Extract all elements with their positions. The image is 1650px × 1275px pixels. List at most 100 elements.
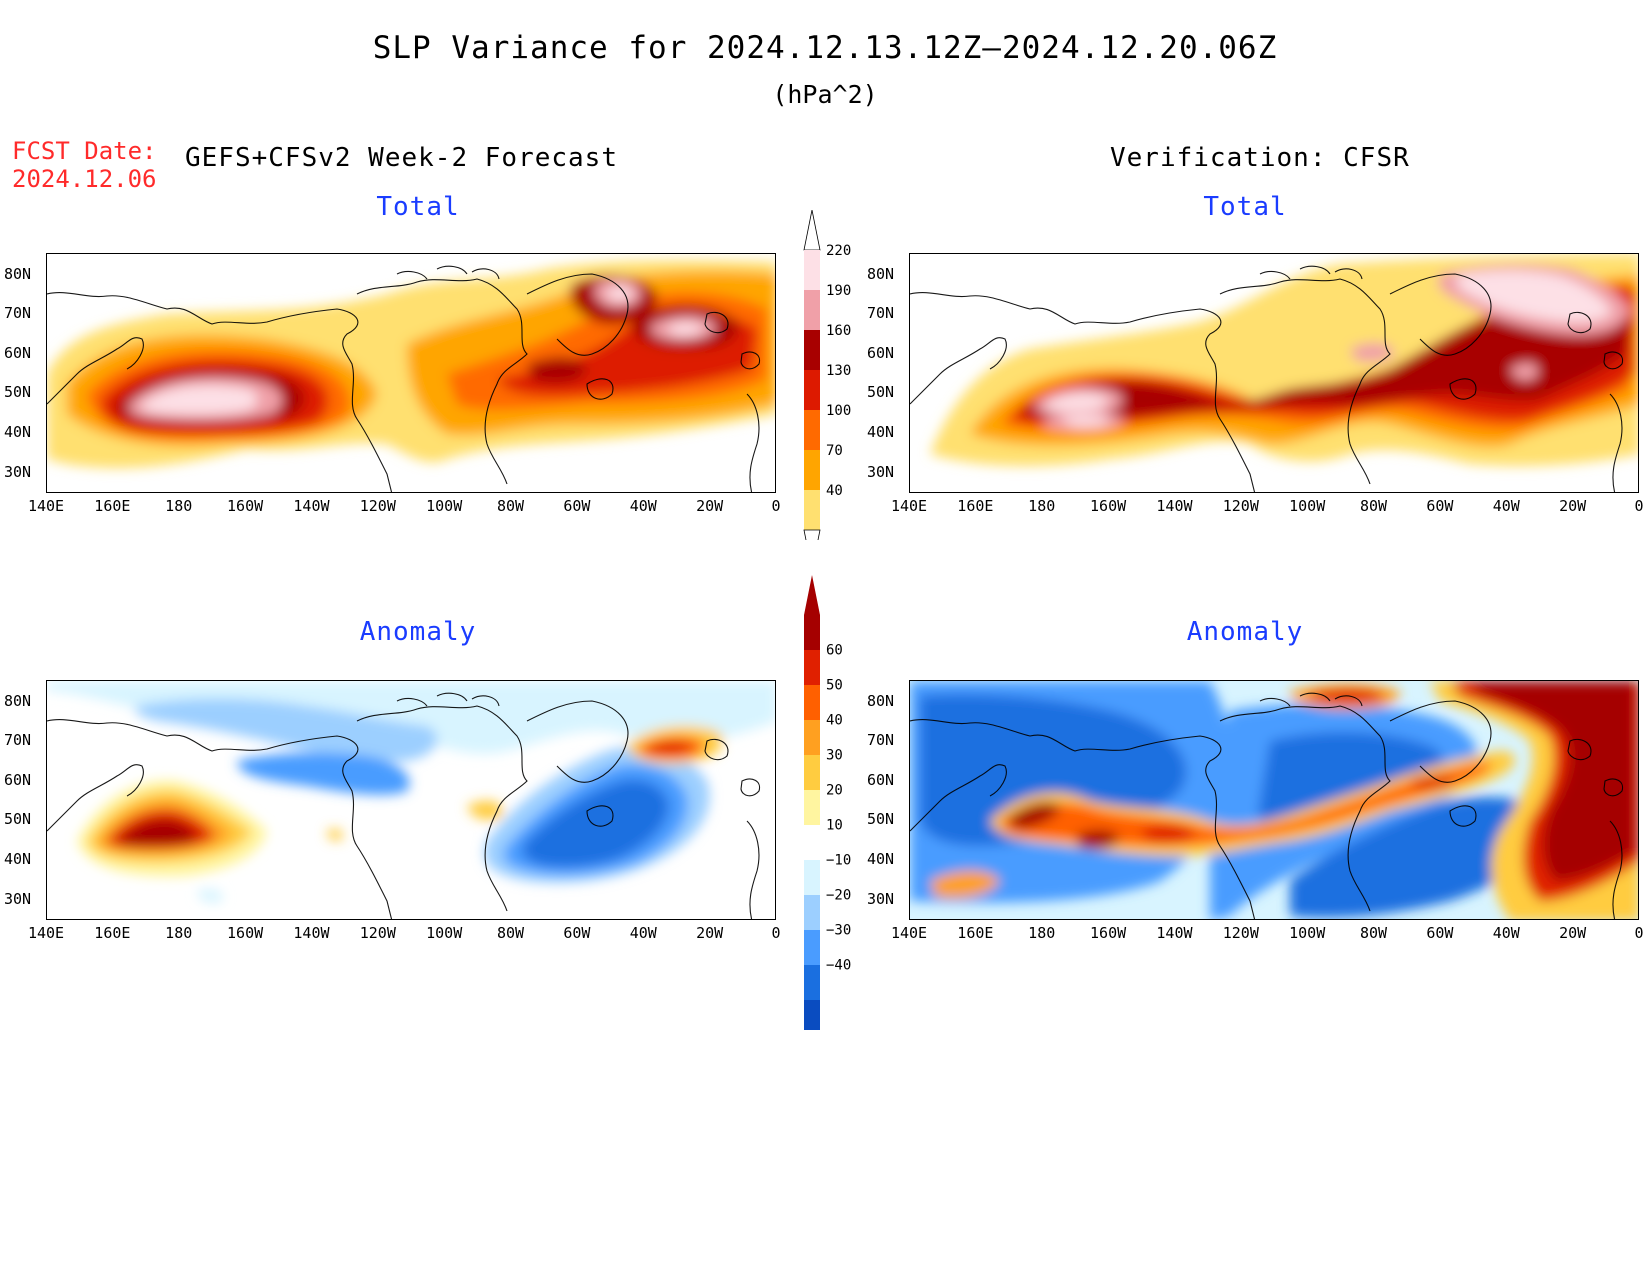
verification-anomaly-title: Anomaly (1186, 617, 1304, 647)
verification-total-lon-label: 140E (890, 497, 928, 515)
verification-total-lat-label: 50N (867, 383, 895, 402)
forecast-total-lon-label: 40W (629, 497, 657, 515)
verification-anomaly-lon-label: 100W (1289, 924, 1326, 942)
verification-anomaly-lat-label: 30N (867, 889, 895, 908)
verification-anomaly-lon-label: 60W (1426, 924, 1454, 942)
colorbar-anomaly-swatch (804, 825, 820, 860)
forecast-anomaly-lon-label: 140W (293, 924, 330, 942)
verification-anomaly-lat-label: 60N (867, 770, 895, 789)
forecast-anomaly-lon-label: 120W (359, 924, 396, 942)
colorbar-anomaly-swatch (804, 615, 820, 650)
colorbar-total-bottom-arrow (803, 529, 821, 540)
colorbar-anomaly-swatch (804, 965, 820, 1000)
colorbar-anomaly-label: 20 (826, 783, 843, 799)
forecast-total-lon-label: 160W (227, 497, 264, 515)
verification-anomaly-lon-label: 180 (1028, 924, 1056, 942)
colorbar-anomaly-swatch (804, 895, 820, 930)
forecast-anomaly-lon-label: 40W (629, 924, 657, 942)
fcst-date-value: 2024.12.06 (12, 165, 157, 193)
forecast-total-lon-label: 0 (771, 497, 781, 515)
figure-units: (hPa^2) (772, 80, 878, 109)
colorbar-anomaly-swatch (804, 860, 820, 895)
verification-total-lat-label: 70N (867, 304, 895, 323)
forecast-total-lat-label: 80N (4, 264, 32, 283)
colorbar-anomaly-top-arrow (804, 575, 820, 615)
colorbar-anomaly: 60 50 40 30 20 10 −10 −20 −30 −40 (804, 575, 851, 1030)
colorbar-anomaly-label: −10 (826, 853, 851, 869)
coastlines (910, 692, 1624, 919)
forecast-anomaly-lon-label: 60W (563, 924, 591, 942)
forecast-anomaly-lon-label: 140E (27, 924, 65, 942)
forecast-anomaly-lat-label: 40N (4, 850, 32, 868)
forecast-total-lon-label: 100W (426, 497, 463, 515)
verification-anomaly-lat-label: 40N (867, 850, 895, 868)
verification-total-lat-label: 80N (867, 264, 895, 283)
forecast-anomaly-lat-label: 50N (4, 810, 32, 829)
forecast-anomaly-lon-label: 80W (496, 924, 525, 942)
fcst-date-label-line1: FCST Date: (12, 137, 157, 165)
forecast-total-lon-label: 140W (293, 497, 330, 515)
verification-total-lon-label: 140W (1156, 497, 1193, 515)
verification-total-lon-label: 100W (1289, 497, 1326, 515)
colorbar-total-swatch (804, 490, 820, 530)
verification-total-lon-label: 60W (1426, 497, 1454, 515)
colorbar-anomaly-label: −20 (826, 888, 851, 904)
verification-total-lon-label: 0 (1634, 497, 1644, 515)
colorbar-anomaly-label: 10 (826, 818, 843, 834)
forecast-total-field (47, 260, 775, 492)
verification-anomaly-lon-label: 80W (1359, 924, 1388, 942)
colorbar-anomaly-swatch (804, 650, 820, 685)
verification-anomaly-lon-label: 140E (890, 924, 928, 942)
fcst-date-label: FCST Date: 2024.12.06 (12, 137, 157, 193)
colorbar-anomaly-label: 60 (826, 643, 843, 659)
coastlines (47, 265, 761, 492)
verification-anomaly-lat-label: 80N (867, 691, 895, 710)
verification-total-lon-label: 160W (1090, 497, 1127, 515)
forecast-total-lon-label: 60W (563, 497, 591, 515)
colorbar-total-swatch (804, 410, 820, 450)
forecast-anomaly-lon-label: 20W (696, 924, 724, 942)
verification-anomaly-lon-label: 160W (1090, 924, 1127, 942)
verification-anomaly-lat-label: 70N (867, 731, 895, 750)
colorbar-total: 220 190 160 130 100 70 40 (803, 210, 851, 540)
coastlines (47, 692, 761, 919)
colorbar-anomaly-swatch (804, 930, 820, 965)
colorbar-total-label: 40 (826, 483, 843, 499)
colorbar-anomaly-swatch (804, 790, 820, 825)
forecast-total-lon-label: 180 (165, 497, 193, 515)
verification-anomaly-lon-label: 120W (1222, 924, 1259, 942)
forecast-anomaly-lon-label: 180 (165, 924, 193, 942)
forecast-total-lat-label: 50N (4, 383, 32, 402)
verification-total-lat-label: 30N (867, 462, 895, 481)
colorbar-anomaly-label: −40 (826, 958, 851, 974)
forecast-anomaly-lat-label: 60N (4, 770, 32, 789)
colorbar-total-label: 190 (826, 283, 851, 299)
forecast-total-lon-label: 120W (359, 497, 396, 515)
coastlines (910, 265, 1624, 492)
forecast-anomaly-lon-label: 160W (227, 924, 264, 942)
forecast-anomaly-lon-label: 0 (771, 924, 781, 942)
verification-total-map (909, 253, 1639, 493)
forecast-total-lat-label: 70N (4, 304, 32, 323)
forecast-total-map (46, 253, 776, 493)
colorbar-total-swatch (804, 450, 820, 490)
colorbar-total-swatch (804, 330, 820, 370)
forecast-total-lat-label: 30N (4, 462, 32, 481)
colorbar-total-label: 100 (826, 403, 851, 419)
verification-total-lat-label: 60N (867, 343, 895, 362)
verification-anomaly-lon-label: 20W (1559, 924, 1587, 942)
forecast-total-lon-label: 80W (496, 497, 525, 515)
forecast-total-lat-label: 40N (4, 423, 32, 441)
colorbar-total-label: 160 (826, 323, 851, 339)
forecast-column-title: GEFS+CFSv2 Week-2 Forecast (185, 143, 618, 173)
forecast-anomaly-map (46, 680, 776, 920)
colorbar-total-swatch (804, 250, 820, 290)
colorbar-anomaly-label: −30 (826, 923, 851, 939)
colorbar-total-label: 70 (826, 443, 843, 459)
colorbar-anomaly-label: 40 (826, 713, 843, 729)
forecast-total-lon-label: 140E (27, 497, 65, 515)
forecast-anomaly-lat-label: 80N (4, 691, 32, 710)
verification-total-lon-label: 120W (1222, 497, 1259, 515)
verification-total-lat-label: 40N (867, 423, 895, 441)
verification-total-lon-label: 20W (1559, 497, 1587, 515)
